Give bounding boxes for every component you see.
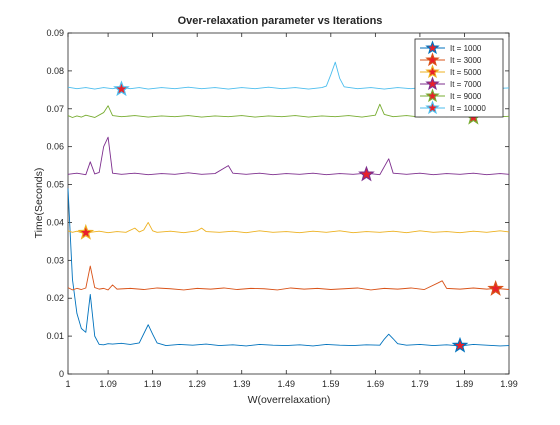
legend-marker-5 [425,88,440,103]
series-marker-6 [113,80,130,97]
legend-box [414,38,504,118]
y-tick-label: 0.02 [46,293,64,303]
series-line-1 [67,188,510,347]
x-tick-label: 1.09 [99,379,117,389]
y-tick-label: 0.01 [46,331,64,341]
x-tick-label: 1.59 [322,379,340,389]
x-tick-label: 1.89 [456,379,474,389]
series-marker-2 [487,280,504,296]
y-tick-label: 0.09 [46,28,64,38]
legend-label-3: It = 5000 [450,68,482,77]
y-tick-label: 0.07 [46,104,64,114]
x-tick-label: 1.79 [411,379,429,389]
legend-marker-6 [425,100,440,115]
series-marker-3 [77,223,95,240]
legend-label-5: It = 9000 [450,92,482,101]
legend-marker-1 [425,40,440,55]
series-line-3 [67,221,510,234]
x-tick-label: 1.29 [188,379,206,389]
chart-title: Over-relaxation parameter vs Iterations [178,15,383,27]
y-tick-label: 0 [59,369,64,379]
legend-label-4: It = 7000 [450,80,482,89]
x-axis-label: W(overrelaxation) [248,394,331,406]
x-tick-label: 1.99 [500,379,518,389]
legend: It = 1000 It = 3000 It = 5000 It = 7000 It =… [414,38,504,118]
x-tick-label: 1.49 [278,379,296,389]
y-axis-label: Time(Seconds) [33,168,45,239]
x-tick-label: 1.19 [144,379,162,389]
series-line-2 [67,265,510,291]
legend-marker-4 [425,76,440,91]
series-marker-1 [451,336,469,353]
y-tick-label: 0.08 [46,66,64,76]
y-tick-label: 0.06 [46,142,64,152]
legend-marker-2 [425,52,440,67]
x-tick-label: 1.69 [367,379,385,389]
y-tick-label: 0.03 [46,255,64,265]
legend-label-1: It = 1000 [450,44,482,53]
legend-label-2: It = 3000 [450,56,482,65]
legend-marker-3 [425,64,440,79]
x-tick-label: 1.39 [233,379,251,389]
x-tick-label: 1 [65,379,70,389]
legend-label-6: It = 10000 [450,104,486,113]
series-line-4 [67,136,510,176]
series-marker-4 [358,165,375,182]
y-tick-label: 0.05 [46,180,64,190]
y-tick-label: 0.04 [46,217,64,227]
